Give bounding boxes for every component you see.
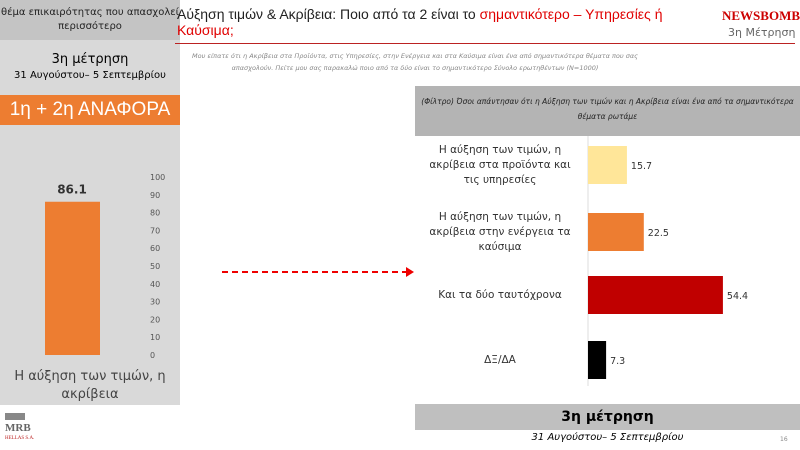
category-label: Και τα δύο ταυτόχρονα [438, 288, 562, 301]
header-measurement: 3η Μέτρηση [728, 26, 796, 39]
footer-dates: 31 Αυγούστου– 5 Σεπτεμβρίου [531, 432, 684, 443]
category-label: Η αύξηση των τιμών, η ακρίβεια στην ενέρ… [429, 210, 571, 253]
title-highlight: σημαντικότερο – Υπηρεσίες ή Καύσιμα; [177, 6, 663, 38]
data-label: 86.1 [57, 183, 87, 197]
y-tick-label: 50 [150, 262, 160, 271]
left-panel-header: θέμα επικαιρότητας που απασχολεί περισσό… [0, 0, 180, 40]
left-bar-chart: 0 10 20 30 40 50 60 70 80 90 100 86.1 [45, 173, 165, 360]
y-tick-label: 80 [150, 209, 160, 218]
left-category-label: Η αύξηση των τιμών, η ακρίβεια [14, 369, 166, 402]
category-label: ΔΞ/ΔΑ [484, 353, 516, 366]
data-label: 15.7 [631, 161, 652, 172]
footer-measurement: 3η μέτρηση [415, 404, 800, 430]
bar [588, 213, 644, 251]
bar [588, 146, 627, 184]
bar [588, 341, 607, 379]
y-tick-label: 70 [150, 226, 160, 235]
right-bar-chart: 15.7 22.5 54.4 7.3 [587, 136, 748, 386]
header-divider [175, 43, 795, 44]
mrb-logo-bar [5, 413, 25, 420]
newsbomb-logo: NEWSBOMB [722, 8, 800, 23]
filter-caption: (Φίλτρο) Όσοι απάντησαν ότι η Αύξηση των… [415, 86, 800, 136]
y-tick-label: 30 [150, 298, 160, 307]
title-text: Αύξηση τιμών & Ακρίβεια: Ποιο από τα 2 ε… [177, 6, 480, 22]
y-tick-label: 0 [150, 351, 155, 360]
y-tick-label: 10 [150, 333, 160, 342]
data-label: 7.3 [610, 356, 625, 367]
category-label: Η αύξηση των τιμών, η ακρίβεια στα προϊό… [429, 143, 571, 186]
red-dashed-arrow [222, 267, 414, 277]
y-tick-label: 100 [150, 173, 165, 182]
y-tick-label: 20 [150, 315, 160, 324]
bar [45, 201, 100, 355]
left-measurement: 3η μέτρηση [51, 52, 129, 67]
y-tick-label: 90 [150, 191, 160, 200]
y-tick-label: 40 [150, 280, 160, 289]
y-tick-label: 60 [150, 244, 160, 253]
mrb-logo-sub: HELLAS S.A. [5, 436, 35, 441]
data-label: 54.4 [727, 291, 748, 302]
left-dates: 31 Αυγούστου– 5 Σεπτεμβρίου [14, 70, 166, 81]
page-number: 16 [780, 436, 788, 443]
mentions-badge: 1η + 2η ΑΝΑΦΟΡΑ [0, 95, 180, 125]
question-text: Μου είπατε ότι η Ακρίβεια στα Προϊόντα, … [192, 52, 638, 72]
data-label: 22.5 [648, 228, 669, 239]
mrb-logo: MRB [5, 422, 31, 434]
bar [588, 276, 723, 314]
page-title: Αύξηση τιμών & Ακρίβεια: Ποιο από τα 2 ε… [177, 6, 712, 38]
